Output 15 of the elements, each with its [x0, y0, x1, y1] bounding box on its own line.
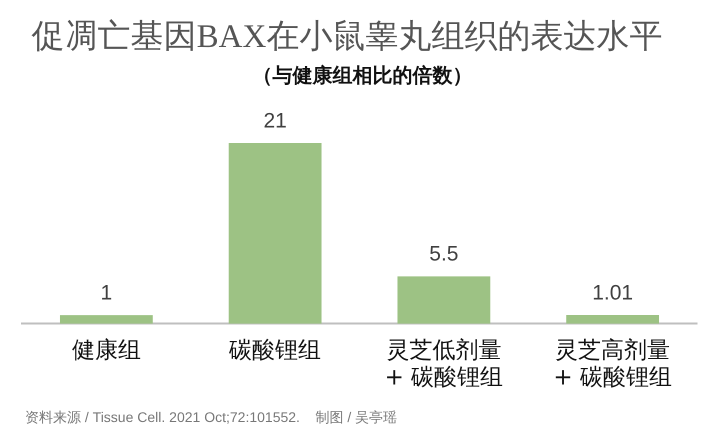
x-tick-label: 灵芝低剂量 + 碳酸锂组 [384, 337, 504, 390]
data-label: 1 [100, 281, 112, 304]
text: 资料来源 / Tissue Cell. 2021 Oct;72:101552. 制图 / 吴亭瑶 [25, 408, 398, 427]
data-label: 21 [263, 109, 287, 132]
data-label: 1.01 [592, 281, 634, 304]
bar [397, 276, 490, 324]
bar [228, 143, 322, 324]
x-tick-label: 健康组 [72, 337, 141, 364]
chart-title: 促凋亡基因BAX在小鼠睾丸组织的表达水平 [30, 18, 664, 57]
bar [566, 315, 660, 324]
chart-subtitle: （与健康组相比的倍数） [252, 62, 474, 88]
bar [60, 315, 153, 324]
x-tick-label: 碳酸锂组 [228, 337, 322, 364]
data-label: 5.5 [429, 242, 458, 266]
x-tick-label: 灵芝高剂量 + 碳酸锂组 [553, 337, 672, 390]
